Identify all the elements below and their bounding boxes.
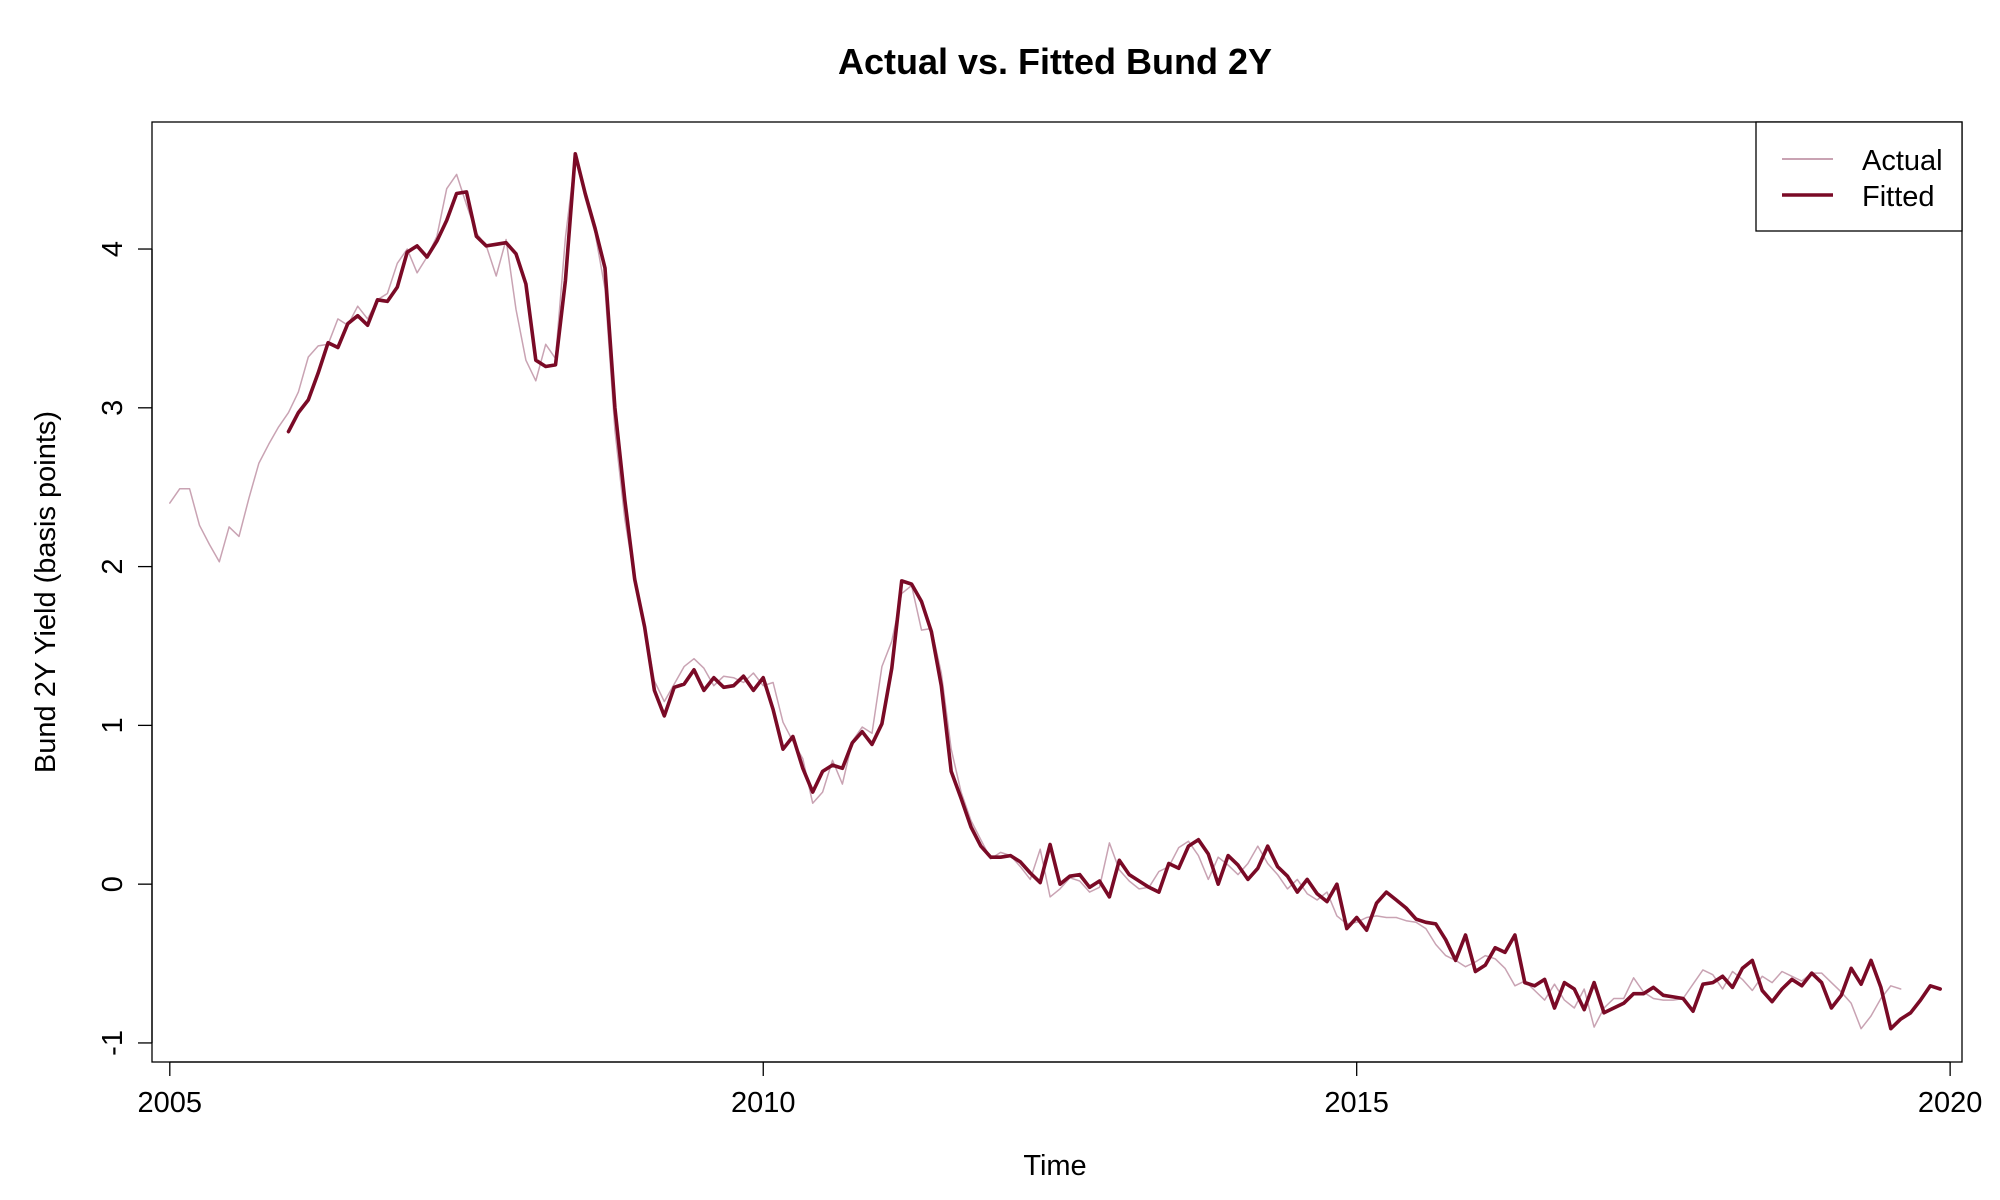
x-tick-label: 2020 <box>1918 1087 1983 1119</box>
series-line-actual <box>169 156 1902 1030</box>
x-tick-label: 2010 <box>731 1087 796 1119</box>
y-tick-label: 2 <box>97 559 129 575</box>
legend-label-actual: Actual <box>1862 145 1943 177</box>
legend: Actual Fitted <box>1755 121 1963 232</box>
y-axis-label: Bund 2Y Yield (basis points) <box>30 411 62 773</box>
y-tick-label: 0 <box>97 876 129 892</box>
series-layer <box>169 152 1942 1031</box>
y-axis: -1 0 1 2 3 4 <box>97 241 153 1056</box>
x-axis-label: Time <box>1023 1150 1086 1182</box>
legend-box <box>1755 121 1963 232</box>
y-tick-label: 4 <box>97 241 129 257</box>
series-line-fitted <box>286 152 1942 1031</box>
y-tick-label: 3 <box>97 400 129 416</box>
y-tick-label: -1 <box>97 1030 129 1056</box>
chart-title: Actual vs. Fitted Bund 2Y <box>838 41 1272 82</box>
x-axis: 2005 2010 2015 2020 <box>138 1061 1983 1119</box>
legend-label-fitted: Fitted <box>1862 181 1935 213</box>
x-tick-label: 2015 <box>1324 1087 1389 1119</box>
y-tick-label: 1 <box>97 717 129 733</box>
x-tick-label: 2005 <box>138 1087 203 1119</box>
